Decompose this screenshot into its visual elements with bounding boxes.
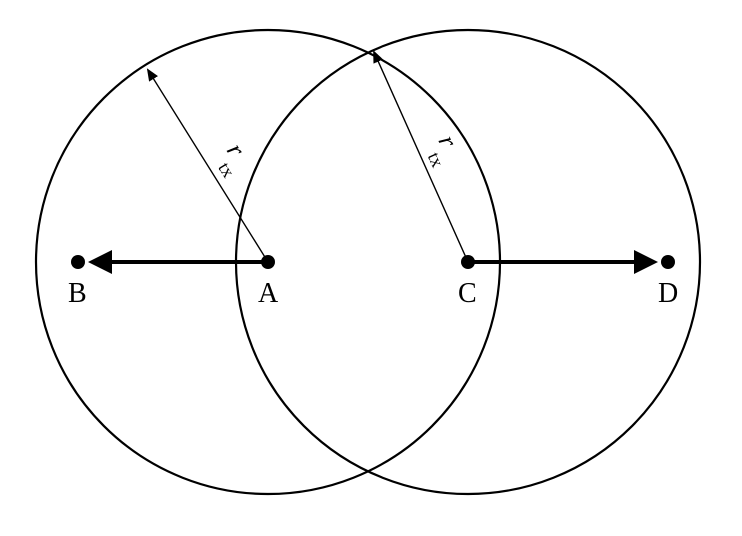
node-label-d: D bbox=[658, 278, 678, 309]
radius-line bbox=[148, 70, 268, 262]
radius-line bbox=[374, 52, 468, 262]
node-a bbox=[261, 255, 275, 269]
node-label-a: A bbox=[258, 278, 279, 309]
node-b bbox=[71, 255, 85, 269]
node-label-c: C bbox=[458, 278, 477, 309]
node-c bbox=[461, 255, 475, 269]
node-d bbox=[661, 255, 675, 269]
exposed-terminal-diagram: B A C Drtx rtx bbox=[0, 0, 742, 536]
labels: B A C Drtx rtx bbox=[68, 131, 678, 309]
radius-label: rtx bbox=[209, 138, 258, 181]
node-label-b: B bbox=[68, 278, 87, 309]
radius-label: rtx bbox=[420, 131, 469, 171]
radius-lines bbox=[148, 52, 468, 262]
